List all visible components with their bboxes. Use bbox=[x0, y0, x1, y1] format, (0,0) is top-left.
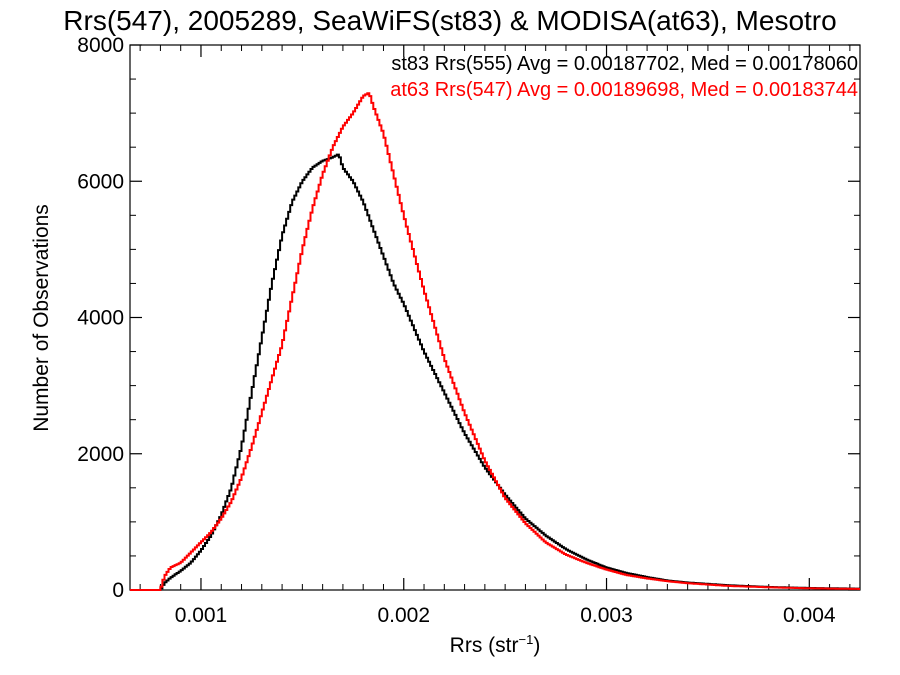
plot-frame bbox=[129, 44, 861, 591]
tick-labels: 0.001 0.002 0.003 0.004 0 2000 4000 6000 8000 bbox=[77, 34, 836, 627]
y-axis-label: Number of Observations bbox=[30, 204, 53, 432]
x-tick-label: 0.001 bbox=[175, 604, 228, 627]
x-axis-label: Rrs (str−1) bbox=[450, 632, 541, 657]
y-tick-label: 6000 bbox=[77, 170, 124, 193]
legend: st83 Rrs(555) Avg = 0.00187702, Med = 0.… bbox=[390, 53, 858, 101]
series-group bbox=[130, 92, 860, 591]
x-tick-label: 0.002 bbox=[377, 604, 430, 627]
y-tick-label: 4000 bbox=[77, 307, 124, 330]
y-tick-label: 2000 bbox=[77, 443, 124, 466]
legend-entry-0: st83 Rrs(555) Avg = 0.00187702, Med = 0.… bbox=[391, 53, 858, 75]
axis-ticks bbox=[130, 44, 860, 591]
x-tick-label: 0.003 bbox=[580, 604, 633, 627]
series-line-0 bbox=[130, 153, 860, 591]
y-tick-label: 0 bbox=[112, 579, 124, 602]
y-tick-label: 8000 bbox=[77, 34, 124, 57]
legend-entry-1: at63 Rrs(547) Avg = 0.00189698, Med = 0.… bbox=[390, 79, 858, 101]
x-tick-label: 0.004 bbox=[783, 604, 836, 627]
series-line-1 bbox=[130, 92, 860, 591]
chart-title: Rrs(547), 2005289, SeaWiFS(st83) & MODIS… bbox=[63, 5, 836, 36]
